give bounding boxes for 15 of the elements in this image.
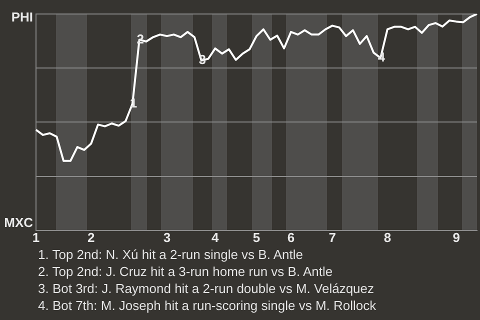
x-tick-label: 2 <box>88 230 95 245</box>
x-tick-label: 6 <box>287 230 295 245</box>
x-tick-label: 5 <box>252 230 260 245</box>
x-tick-label: 4 <box>212 230 220 245</box>
x-tick-label: 1 <box>32 230 40 245</box>
text: MXC <box>4 214 34 230</box>
x-tick-label: 8 <box>384 230 392 245</box>
text: PHI <box>11 10 33 25</box>
text: 4. Bot 7th: M. Joseph hit a run-scoring single vs M. Rollock <box>38 297 378 314</box>
text: 3. Bot 3rd: J. Raymond hit a 2-run double vs M. Velázquez <box>38 280 376 297</box>
x-tick-label: 9 <box>452 230 460 245</box>
x-tick-label: 3 <box>163 230 171 245</box>
text: 1. Top 2nd: N. Xú hit a 2-run single vs B. Antle <box>38 246 304 263</box>
text: 2. Top 2nd: J. Cruz hit a 3-run home run vs B. Antle <box>38 263 334 280</box>
x-tick-label: 7 <box>328 230 336 245</box>
